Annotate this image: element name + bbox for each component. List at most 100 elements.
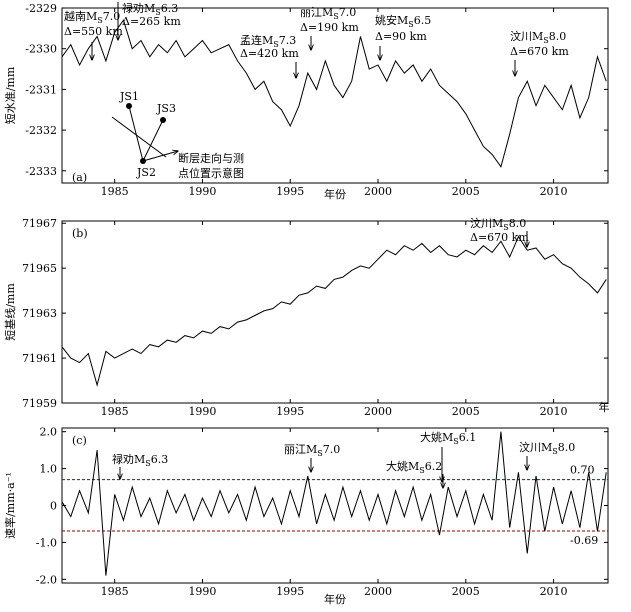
x-tick-label: 1995 <box>276 405 304 418</box>
fault-line <box>111 116 167 158</box>
event-subscript: S <box>408 20 413 29</box>
x-tick-label: 1990 <box>188 585 216 598</box>
y-tick-label: -2329 <box>25 2 57 15</box>
event-subscript: S <box>333 12 338 21</box>
event-magnitude: 6.1 <box>459 431 477 444</box>
y-axis-label: 短水准/mm <box>3 66 17 124</box>
event-name: 禄劝M <box>112 452 145 466</box>
x-tick-label: 2000 <box>364 405 392 418</box>
threshold-label: -0.69 <box>570 534 598 547</box>
inset-line <box>128 105 144 162</box>
y-tick-label: -1.0 <box>36 536 57 549</box>
event-label: 孟连MS7.3 <box>240 34 296 49</box>
station-label: JS2 <box>136 166 156 179</box>
event-label: 禄劝MS6.3 <box>112 452 168 468</box>
event-subscript: S <box>543 36 548 45</box>
y-tick-label: -2332 <box>25 124 57 137</box>
y-tick-label: 1.0 <box>40 463 58 476</box>
y-tick-label: 2.0 <box>40 426 58 439</box>
y-tick-label: -2.0 <box>36 573 57 586</box>
event-subscript: S <box>419 466 424 475</box>
event-magnitude: 8.0 <box>558 441 576 454</box>
event-name: 大姚M <box>420 430 453 444</box>
event-magnitude: 7.0 <box>339 6 357 19</box>
station <box>140 158 146 164</box>
x-tick-label: 1985 <box>101 185 129 198</box>
x-tick-label: 2000 <box>364 585 392 598</box>
event-subscript: S <box>503 223 508 232</box>
x-tick-label: 1995 <box>276 185 304 198</box>
x-tick-label: 2005 <box>452 585 480 598</box>
y-tick-label: 0 <box>50 500 57 513</box>
data-line <box>61 235 607 387</box>
y-tick-label: -2333 <box>25 165 57 178</box>
event-subscript: S <box>273 40 278 49</box>
x-tick-label: 1995 <box>276 585 304 598</box>
event-subscript: S <box>97 16 102 25</box>
inset-line <box>142 119 164 162</box>
event-name: 大姚M <box>386 459 419 473</box>
x-tick-label: 1985 <box>101 405 129 418</box>
y-axis-label: 速率/mm·a⁻¹ <box>3 472 17 539</box>
y-tick-label: 71963 <box>22 307 57 320</box>
event-distance: Δ=420 km <box>240 47 299 60</box>
event-name: 汶川M <box>519 440 552 454</box>
event-magnitude: 6.3 <box>161 2 179 15</box>
inset-diagram: JS1 JS2 JS3 断层走向与测 点位置示意图 <box>111 90 244 180</box>
panel-label: (b) <box>72 227 88 240</box>
y-tick-label: 71959 <box>22 397 57 410</box>
event-name: 丽江M <box>284 443 317 456</box>
x-tick-label: 2010 <box>540 585 568 598</box>
station-label: JS3 <box>156 102 176 115</box>
event-magnitude: 7.3 <box>279 34 297 47</box>
event-subscript: S <box>552 447 557 456</box>
inset-caption: 断层走向与测 <box>178 151 244 165</box>
x-axis-label: 年份 <box>324 592 346 606</box>
event-subscript: S <box>145 459 150 468</box>
data-line <box>61 19 607 168</box>
event-label: 大姚MS6.1 <box>420 430 476 446</box>
panel-label: (c) <box>72 434 87 447</box>
station <box>160 117 166 123</box>
data-line <box>61 431 607 576</box>
y-tick-label: -2331 <box>25 83 57 96</box>
event-label: 大姚MS6.2 <box>386 459 442 475</box>
event-magnitude: 6.2 <box>425 460 443 473</box>
x-tick-label: 2000 <box>364 185 392 198</box>
event-label: 汶川MS8.0 <box>470 216 526 232</box>
event-distance: Δ=670 km <box>510 45 569 58</box>
event-magnitude: 6.5 <box>414 14 432 27</box>
event-label: 汶川MS8.0 <box>519 440 575 456</box>
y-axis-label: 短基线/mm <box>3 283 17 341</box>
event-name: 禄劝M <box>122 1 155 15</box>
event-subscript: S <box>317 449 322 458</box>
event-subscript: S <box>155 8 160 17</box>
x-axis-label: 年 <box>599 400 610 414</box>
station <box>126 103 132 109</box>
station-label: JS1 <box>119 90 139 103</box>
event-label: 丽江MS7.0 <box>284 443 340 458</box>
event-distance: Δ=550 km <box>64 25 123 38</box>
event-magnitude: 7.0 <box>103 10 121 23</box>
event-magnitude: 8.0 <box>509 217 527 230</box>
event-name: 越南M <box>64 9 97 23</box>
event-distance: Δ=265 km <box>122 15 181 28</box>
panel-label: (a) <box>72 171 87 184</box>
event-label: 越南MS7.0 <box>64 9 120 25</box>
event-name: 汶川M <box>510 29 543 43</box>
event-subscript: S <box>453 437 458 446</box>
event-label: 汶川MS8.0 <box>510 29 566 45</box>
y-tick-label: 71967 <box>22 217 57 230</box>
event-magnitude: 7.0 <box>323 443 341 456</box>
x-tick-label: 1990 <box>188 185 216 198</box>
x-tick-label: 2010 <box>540 405 568 418</box>
event-label: 姚安MS6.5 <box>375 13 431 29</box>
plot-frame <box>61 7 609 184</box>
event-name: 汶川M <box>470 216 503 230</box>
event-name: 孟连M <box>240 34 273 47</box>
x-tick-label: 1990 <box>188 405 216 418</box>
threshold-label: 0.70 <box>570 464 595 477</box>
event-magnitude: 8.0 <box>549 30 567 43</box>
y-tick-label: -2330 <box>25 43 57 56</box>
